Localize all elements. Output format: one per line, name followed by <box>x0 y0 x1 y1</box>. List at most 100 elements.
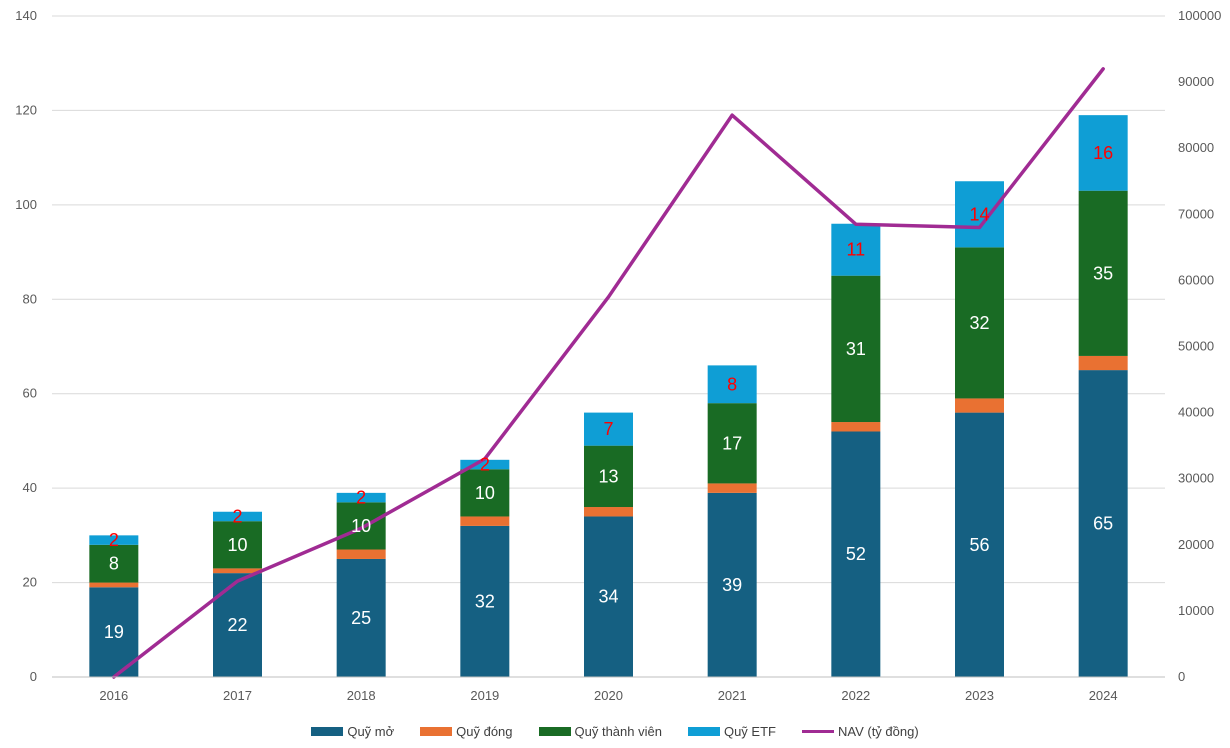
bar-segment <box>707 403 757 484</box>
legend-item-nav: NAV (tỷ đồng) <box>801 723 919 739</box>
bar-segment <box>707 483 757 493</box>
bar-segment <box>213 511 262 522</box>
legend-label-quy-etf: Quỹ ETF <box>723 723 776 739</box>
bar-segment <box>89 535 139 545</box>
x-tick-label: 2020 <box>594 688 623 703</box>
bar-segment <box>213 521 262 569</box>
legend-swatch-quy-mo <box>311 726 344 736</box>
data-label: 19 <box>104 622 124 642</box>
bar-segment <box>89 587 139 677</box>
data-label: 2 <box>480 455 490 475</box>
left-tick-label: 140 <box>15 8 37 23</box>
legend-item-quy-etf: Quỹ ETF <box>687 723 776 739</box>
bar-segment <box>955 247 1004 399</box>
right-tick-label: 50000 <box>1178 339 1214 354</box>
left-tick-label: 20 <box>23 575 37 590</box>
legend-item-quy-mo: Quỹ mở <box>311 724 394 739</box>
x-tick-label: 2023 <box>965 688 994 703</box>
data-label: 52 <box>846 544 866 564</box>
legend-item-quy-dong: Quỹ đóng <box>420 724 513 739</box>
bar-segment <box>89 582 139 588</box>
x-tick-label: 2024 <box>1089 688 1118 703</box>
bar-segment <box>955 398 1004 413</box>
data-label: 10 <box>227 535 247 555</box>
data-label: 34 <box>598 587 618 607</box>
left-tick-label: 120 <box>15 102 37 117</box>
bar-segment <box>213 568 262 574</box>
data-label: 10 <box>351 516 371 536</box>
right-axis: 0 10000 20000 30000 40000 50000 60000 70000 8000… <box>1178 8 1221 684</box>
left-tick-label: 0 <box>30 669 37 684</box>
bar-segment <box>831 223 881 276</box>
bar-segment <box>460 516 510 526</box>
bars <box>89 115 1128 677</box>
legend-swatch-quy-dong <box>420 726 453 736</box>
data-label: 13 <box>598 466 618 486</box>
bar-segment <box>831 431 881 677</box>
data-label: 14 <box>969 204 989 224</box>
bar-segment <box>460 459 510 470</box>
nav-line-path <box>112 67 1105 679</box>
bar-segment <box>955 181 1004 248</box>
bar-segment <box>460 469 510 517</box>
bar-segment <box>213 573 262 677</box>
legend-item-quy-thanh-vien: Quỹ thành viên <box>538 723 662 739</box>
data-label: 7 <box>603 419 613 439</box>
data-label: 11 <box>846 240 865 260</box>
x-tick-label: 2018 <box>347 688 376 703</box>
data-label: 32 <box>969 313 989 333</box>
bar-segment <box>1078 355 1128 371</box>
legend: Quỹ mở Quỹ đóng Quỹ thành viên Quỹ ETF N… <box>0 720 1230 742</box>
bar-segment <box>1078 370 1128 677</box>
data-label: 2 <box>109 530 119 550</box>
x-tick-label: 2017 <box>223 688 252 703</box>
data-label: 22 <box>227 615 247 635</box>
right-tick-label: 90000 <box>1178 74 1214 89</box>
legend-label-quy-thanh-vien: Quỹ thành viên <box>574 723 662 739</box>
left-tick-label: 100 <box>15 197 37 212</box>
bar-segment <box>831 422 881 432</box>
data-label: 8 <box>109 554 119 574</box>
left-axis: 0 20 40 60 80 100 120 140 <box>15 8 37 684</box>
data-label: 56 <box>969 535 989 555</box>
x-tick-label: 2019 <box>470 688 499 703</box>
right-tick-label: 60000 <box>1178 272 1214 287</box>
data-label: 10 <box>475 483 495 503</box>
bar-segment <box>584 516 633 677</box>
bar-segment <box>584 412 633 446</box>
legend-swatch-quy-etf <box>687 726 720 736</box>
right-tick-label: 100000 <box>1178 8 1221 23</box>
bar-segment <box>584 507 633 517</box>
bar-segment <box>336 502 386 550</box>
left-tick-label: 80 <box>23 291 37 306</box>
x-axis: 2016 2017 2018 2019 2020 2021 2022 2023 2024 <box>52 676 1165 703</box>
data-label: 32 <box>475 591 495 611</box>
data-label: 31 <box>846 339 866 359</box>
bar-segment <box>460 525 510 677</box>
right-tick-label: 20000 <box>1178 537 1214 552</box>
legend-label-nav: NAV (tỷ đồng) <box>837 723 919 739</box>
legend-swatch-nav <box>801 729 834 733</box>
data-label: 2 <box>356 488 366 508</box>
right-tick-label: 10000 <box>1178 603 1214 618</box>
right-tick-label: 70000 <box>1178 206 1214 221</box>
data-label: 2 <box>232 506 242 526</box>
x-tick-label: 2021 <box>718 688 747 703</box>
bar-segment <box>336 492 386 503</box>
bar-segment <box>955 412 1004 677</box>
x-tick-label: 2022 <box>841 688 870 703</box>
data-label: 16 <box>1093 143 1113 163</box>
data-label: 35 <box>1093 263 1113 283</box>
right-tick-label: 40000 <box>1178 405 1214 420</box>
legend-swatch-quy-thanh-vien <box>538 726 571 736</box>
bar-segment <box>336 558 386 677</box>
data-label: 17 <box>722 433 742 453</box>
x-tick-label: 2016 <box>99 688 128 703</box>
nav-line <box>112 67 1105 679</box>
bar-segment <box>707 492 757 677</box>
bar-segment <box>831 275 881 423</box>
bar-segment <box>584 445 633 508</box>
combo-chart: 0 20 40 60 80 100 120 140 0 10000 20000 30000 40000… <box>15 8 1221 703</box>
bar-segment <box>1078 190 1128 356</box>
data-label: 65 <box>1093 514 1113 534</box>
